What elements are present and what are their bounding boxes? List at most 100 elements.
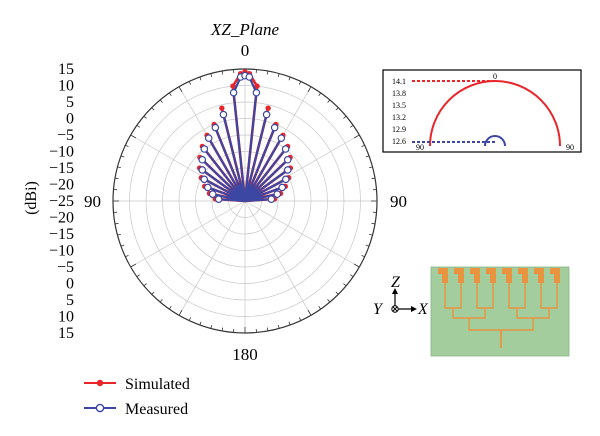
polar-outer-tick <box>369 166 373 169</box>
radial-tick-label: −5 <box>57 127 74 144</box>
coordinate-axes-indicator: Z Y X <box>373 274 429 318</box>
legend-measured-label: Measured <box>125 401 188 418</box>
polar-outer-tick <box>350 274 354 278</box>
polar-outer-tick <box>199 76 202 81</box>
polar-outer-tick <box>361 144 365 148</box>
polar-outer-tick <box>151 107 155 111</box>
series-measured-point <box>214 195 223 203</box>
series-simulated-point <box>254 83 260 89</box>
polar-outer-tick <box>298 317 302 321</box>
radial-tick-label: 5 <box>66 292 74 309</box>
polar-grid-spoke <box>178 200 246 316</box>
legend: Simulated Measured <box>84 376 190 418</box>
patch-feed <box>522 274 528 283</box>
radial-tick-label: −5 <box>57 259 74 276</box>
patch-feed <box>554 274 560 283</box>
radial-tick-label: 0 <box>66 111 74 128</box>
patch-element <box>470 268 480 274</box>
series-simulated-point <box>230 83 236 89</box>
y-axis-cross-icon <box>392 306 398 312</box>
polar-outer-tick <box>178 309 183 316</box>
patch-feed <box>538 274 544 283</box>
polar-outer-tick <box>114 177 119 180</box>
series-measured-point <box>211 123 220 132</box>
inset-chart: 14.1 13.8 13.5 13.2 12.9 12.6 0 90 90 <box>382 69 582 153</box>
feed-network-traces <box>438 268 560 348</box>
series-measured-point <box>219 110 228 119</box>
radial-tick-label: −10 <box>49 144 74 161</box>
polar-outer-tick <box>151 291 155 295</box>
inset-tick-label: 12.6 <box>392 137 406 146</box>
radial-tick-label: 0 <box>66 276 74 293</box>
inset-tick-label: 13.8 <box>392 89 406 98</box>
radial-tick-label: −20 <box>49 210 74 227</box>
polar-outer-tick <box>307 309 312 316</box>
inset-tick-label: 14.1 <box>392 77 406 86</box>
radial-tick-label: −25 <box>49 193 74 210</box>
series-measured-point <box>198 166 207 174</box>
inset-top-label: 0 <box>493 72 497 81</box>
series-measured-point <box>245 73 254 81</box>
series-measured-point <box>277 134 286 142</box>
polar-outer-tick <box>335 107 339 111</box>
series-measured-point <box>273 190 282 198</box>
polar-outer-tick <box>130 263 137 268</box>
patch-feed <box>506 274 512 283</box>
radial-tick-label: 10 <box>58 78 74 95</box>
legend-simulated-marker <box>96 379 104 387</box>
polar-outer-tick <box>298 81 302 85</box>
angle-label-right: 90 <box>390 192 407 211</box>
polar-plot <box>112 68 378 334</box>
polar-outer-tick <box>130 134 137 139</box>
polar-outer-tick <box>188 81 192 85</box>
series-measured-point <box>281 145 290 153</box>
series-measured-point <box>281 175 290 184</box>
polar-outer-tick <box>350 124 354 128</box>
polar-outer-tick <box>221 70 224 75</box>
inset-tick-label: 13.2 <box>392 113 406 122</box>
series-measured-point <box>208 190 217 198</box>
inset-tick-labels: 14.1 13.8 13.5 13.2 12.9 12.6 <box>392 77 406 146</box>
antenna-feed-network-illustration <box>430 266 570 357</box>
patch-element <box>486 268 496 274</box>
polar-outer-tick <box>210 73 213 77</box>
inset-tick-label: 12.9 <box>392 125 406 134</box>
polar-outer-tick <box>288 76 291 81</box>
radial-tick-label: 15 <box>58 61 74 78</box>
polar-outer-tick <box>120 155 125 158</box>
polar-outer-tick <box>277 73 280 77</box>
inset-right-label: 90 <box>566 143 574 152</box>
polar-outer-tick <box>266 70 269 75</box>
series-measured-point <box>262 110 271 119</box>
polar-outer-tick <box>168 306 172 310</box>
polar-outer-tick <box>361 254 365 258</box>
angle-label-top: 0 <box>241 41 250 60</box>
polar-outer-tick <box>159 99 163 103</box>
polar-outer-tick <box>288 321 291 326</box>
polar-outer-tick <box>327 299 331 303</box>
radial-tick-label: 5 <box>66 94 74 111</box>
polar-outer-tick <box>143 115 147 119</box>
polar-outer-tick <box>210 325 213 329</box>
angle-label-left: 90 <box>84 192 101 211</box>
radial-tick-label: −20 <box>49 177 74 194</box>
radial-tick-label: −10 <box>49 243 74 260</box>
radial-tick-label: 10 <box>58 309 74 326</box>
polar-grid-spoke <box>130 200 246 268</box>
radial-axis-label: (dBi) <box>23 181 40 215</box>
polar-outer-tick <box>125 254 129 258</box>
inset-frame <box>382 69 582 153</box>
inset-left-label: 90 <box>416 143 424 152</box>
z-arrowhead-icon <box>392 288 398 294</box>
patch-feed <box>442 274 448 283</box>
polar-outer-tick <box>266 327 269 332</box>
polar-outer-tick <box>114 222 119 225</box>
series-measured-point <box>204 134 213 142</box>
polar-outer-tick <box>136 124 140 128</box>
polar-outer-tick <box>136 274 140 278</box>
polar-outer-tick <box>371 222 376 225</box>
polar-outer-tick <box>143 283 147 287</box>
inset-measured-arc <box>484 135 506 147</box>
polar-outer-tick <box>343 283 347 287</box>
